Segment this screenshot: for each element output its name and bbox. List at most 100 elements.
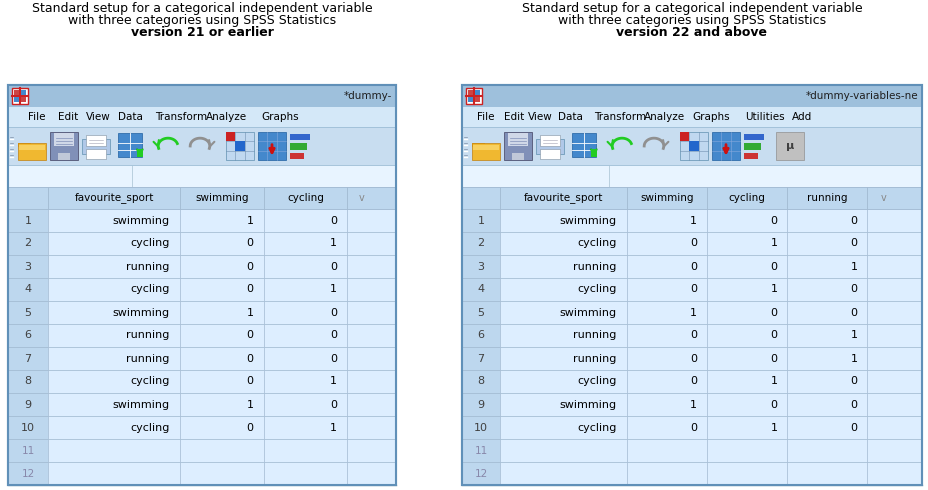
FancyBboxPatch shape bbox=[461, 301, 921, 324]
FancyBboxPatch shape bbox=[48, 347, 180, 370]
FancyBboxPatch shape bbox=[8, 209, 48, 232]
FancyBboxPatch shape bbox=[535, 139, 563, 154]
FancyBboxPatch shape bbox=[512, 153, 523, 160]
Text: running: running bbox=[806, 193, 846, 203]
FancyBboxPatch shape bbox=[8, 462, 48, 485]
Text: 7: 7 bbox=[477, 353, 484, 364]
Text: 1: 1 bbox=[247, 216, 253, 225]
Text: cycling: cycling bbox=[130, 285, 170, 294]
FancyBboxPatch shape bbox=[48, 462, 180, 485]
FancyBboxPatch shape bbox=[743, 134, 763, 141]
Text: 0: 0 bbox=[850, 422, 857, 433]
FancyBboxPatch shape bbox=[706, 347, 786, 370]
Text: 3: 3 bbox=[477, 262, 484, 271]
Text: 1: 1 bbox=[690, 216, 696, 225]
Text: 8: 8 bbox=[24, 376, 32, 387]
FancyBboxPatch shape bbox=[706, 462, 786, 485]
FancyBboxPatch shape bbox=[743, 152, 757, 159]
Text: Standard setup for a categorical independent variable: Standard setup for a categorical indepen… bbox=[522, 2, 861, 15]
Text: with three categories using SPSS Statistics: with three categories using SPSS Statist… bbox=[558, 14, 825, 27]
FancyBboxPatch shape bbox=[8, 393, 395, 416]
Text: Edit: Edit bbox=[504, 112, 523, 122]
FancyBboxPatch shape bbox=[86, 135, 106, 146]
Text: 1: 1 bbox=[329, 285, 337, 294]
FancyBboxPatch shape bbox=[347, 187, 395, 209]
FancyBboxPatch shape bbox=[625, 416, 706, 439]
FancyBboxPatch shape bbox=[866, 462, 921, 485]
FancyBboxPatch shape bbox=[786, 416, 866, 439]
FancyBboxPatch shape bbox=[786, 393, 866, 416]
Text: 1: 1 bbox=[329, 422, 337, 433]
FancyBboxPatch shape bbox=[347, 255, 395, 278]
FancyBboxPatch shape bbox=[508, 133, 527, 146]
FancyBboxPatch shape bbox=[50, 132, 78, 160]
Text: 1: 1 bbox=[769, 422, 777, 433]
Text: 0: 0 bbox=[329, 330, 337, 341]
FancyBboxPatch shape bbox=[461, 439, 921, 462]
Text: cycling: cycling bbox=[576, 422, 616, 433]
FancyBboxPatch shape bbox=[8, 255, 48, 278]
Text: 6: 6 bbox=[24, 330, 32, 341]
FancyBboxPatch shape bbox=[180, 370, 264, 393]
FancyBboxPatch shape bbox=[48, 393, 180, 416]
Text: 12: 12 bbox=[474, 468, 487, 479]
FancyBboxPatch shape bbox=[8, 416, 395, 439]
FancyBboxPatch shape bbox=[706, 187, 786, 209]
Text: 6: 6 bbox=[477, 330, 484, 341]
FancyBboxPatch shape bbox=[290, 152, 303, 159]
Text: swimming: swimming bbox=[112, 399, 170, 410]
Text: 0: 0 bbox=[850, 399, 857, 410]
FancyBboxPatch shape bbox=[8, 347, 395, 370]
FancyBboxPatch shape bbox=[48, 255, 180, 278]
Text: 1: 1 bbox=[247, 308, 253, 318]
FancyBboxPatch shape bbox=[235, 141, 244, 150]
FancyBboxPatch shape bbox=[132, 165, 395, 187]
FancyBboxPatch shape bbox=[625, 347, 706, 370]
FancyBboxPatch shape bbox=[8, 370, 48, 393]
FancyBboxPatch shape bbox=[706, 370, 786, 393]
Text: 0: 0 bbox=[329, 353, 337, 364]
Text: 9: 9 bbox=[477, 399, 484, 410]
FancyBboxPatch shape bbox=[461, 232, 499, 255]
FancyBboxPatch shape bbox=[461, 255, 921, 278]
Text: cycling: cycling bbox=[130, 422, 170, 433]
Text: Transform: Transform bbox=[155, 112, 207, 122]
FancyBboxPatch shape bbox=[20, 90, 26, 95]
FancyBboxPatch shape bbox=[706, 324, 786, 347]
Text: Edit: Edit bbox=[58, 112, 78, 122]
Text: 0: 0 bbox=[247, 239, 253, 248]
FancyBboxPatch shape bbox=[539, 149, 560, 159]
FancyBboxPatch shape bbox=[264, 439, 347, 462]
FancyBboxPatch shape bbox=[264, 370, 347, 393]
FancyBboxPatch shape bbox=[866, 187, 921, 209]
Text: running: running bbox=[126, 353, 170, 364]
FancyBboxPatch shape bbox=[180, 278, 264, 301]
FancyBboxPatch shape bbox=[48, 209, 180, 232]
FancyBboxPatch shape bbox=[8, 165, 132, 187]
Text: 0: 0 bbox=[769, 353, 777, 364]
FancyBboxPatch shape bbox=[786, 324, 866, 347]
FancyBboxPatch shape bbox=[347, 209, 395, 232]
FancyBboxPatch shape bbox=[86, 149, 106, 159]
FancyBboxPatch shape bbox=[539, 135, 560, 146]
Text: 1: 1 bbox=[477, 216, 484, 225]
FancyBboxPatch shape bbox=[180, 255, 264, 278]
Text: running: running bbox=[573, 353, 616, 364]
Text: 1: 1 bbox=[769, 285, 777, 294]
Text: cycling: cycling bbox=[728, 193, 765, 203]
FancyBboxPatch shape bbox=[180, 187, 264, 209]
Text: 1: 1 bbox=[329, 239, 337, 248]
Text: 1: 1 bbox=[769, 239, 777, 248]
Text: 0: 0 bbox=[247, 262, 253, 271]
Text: 2: 2 bbox=[24, 239, 32, 248]
Text: swimming: swimming bbox=[639, 193, 692, 203]
FancyBboxPatch shape bbox=[264, 187, 347, 209]
Text: Analyze: Analyze bbox=[643, 112, 684, 122]
FancyBboxPatch shape bbox=[499, 255, 625, 278]
FancyBboxPatch shape bbox=[461, 209, 921, 232]
Text: 0: 0 bbox=[850, 239, 857, 248]
FancyBboxPatch shape bbox=[866, 278, 921, 301]
FancyBboxPatch shape bbox=[8, 232, 395, 255]
FancyBboxPatch shape bbox=[461, 107, 921, 127]
FancyBboxPatch shape bbox=[8, 85, 395, 485]
